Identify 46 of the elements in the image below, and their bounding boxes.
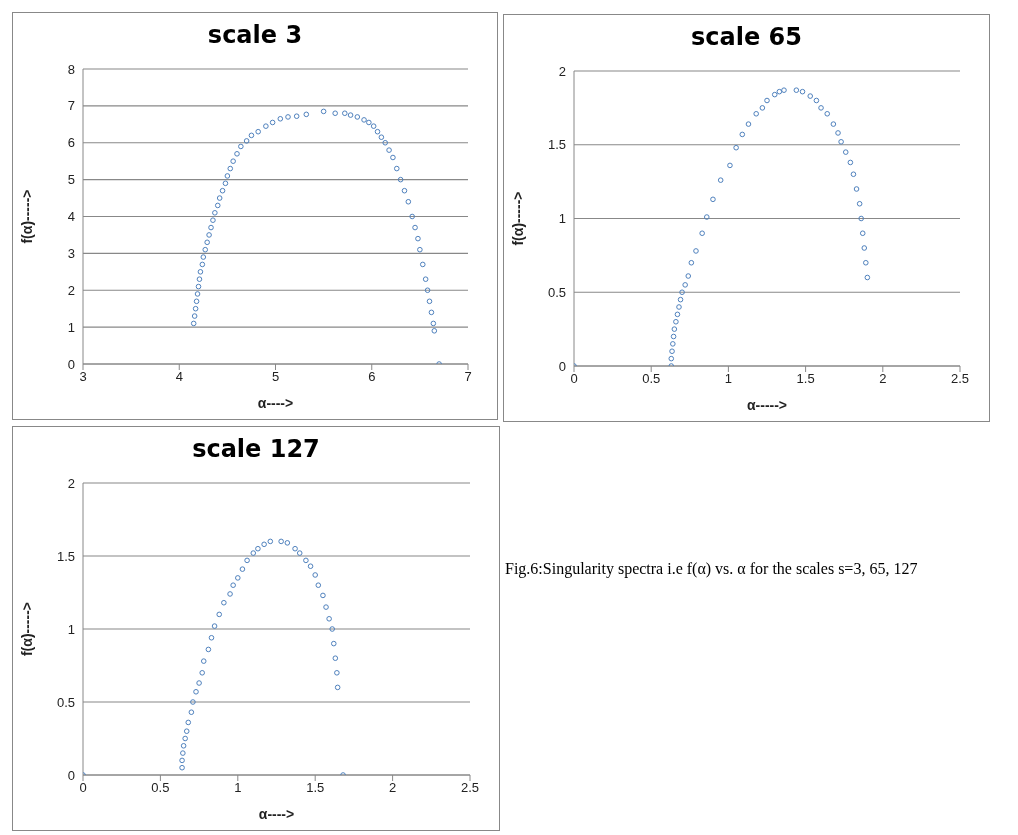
- x-tick-label: 2.5: [950, 371, 970, 387]
- y-tick-label: 3: [67, 245, 75, 261]
- x-axis-title: α---->: [257, 395, 294, 411]
- y-tick-label: 0: [558, 358, 566, 374]
- y-tick-label: 5: [67, 172, 75, 188]
- x-tick-label: 4: [175, 369, 183, 385]
- x-tick-label: 0.5: [642, 371, 661, 387]
- y-tick-label: 1: [67, 621, 75, 637]
- chart-title: scale 3: [206, 21, 304, 51]
- x-tick-label: 5: [271, 369, 280, 385]
- y-tick-label: 7: [67, 98, 75, 114]
- x-tick-label: 0.5: [151, 780, 170, 796]
- y-tick-label: 1: [558, 211, 566, 227]
- x-tick-label: 0: [570, 371, 578, 387]
- y-tick-label: 0.5: [56, 694, 75, 710]
- y-tick-label: 1: [67, 319, 75, 335]
- y-tick-label: 4: [67, 209, 75, 225]
- x-axis-title: α---->: [258, 806, 295, 822]
- x-tick-label: 7: [464, 369, 472, 385]
- chart-title: scale 65: [690, 23, 803, 53]
- y-tick-label: 6: [67, 135, 75, 151]
- x-tick-label: 2: [388, 780, 397, 796]
- y-axis-title: f(α)----->: [509, 191, 526, 246]
- y-tick-label: 2: [67, 282, 75, 298]
- y-tick-label: 0: [67, 767, 75, 783]
- chart-title: scale 127: [191, 435, 321, 465]
- y-axis-title: f(α)----->: [18, 189, 35, 244]
- y-tick-label: 0: [67, 356, 75, 372]
- y-tick-label: 1.5: [56, 548, 75, 564]
- caption: Fig.6:Singularity spectra i.e f(α) vs. α for the scales s=3, 65, 127: [505, 560, 919, 578]
- y-tick-label: 0.5: [547, 284, 566, 300]
- y-tick-label: 2: [67, 475, 75, 491]
- x-tick-label: 3: [79, 369, 87, 385]
- x-axis-title: α----->: [746, 397, 788, 413]
- x-tick-label: 0: [79, 780, 87, 796]
- x-tick-label: 1: [234, 780, 242, 796]
- y-tick-label: 2: [558, 63, 566, 79]
- x-tick-label: 1.5: [796, 371, 815, 387]
- x-tick-label: 2: [879, 371, 887, 387]
- x-tick-label: 1.5: [306, 780, 325, 796]
- x-tick-label: 6: [368, 369, 376, 385]
- y-tick-label: 1.5: [547, 137, 566, 153]
- x-tick-label: 2.5: [460, 780, 480, 796]
- x-tick-label: 1: [724, 371, 733, 387]
- y-tick-label: 8: [67, 61, 75, 77]
- y-axis-title: f(α)----->: [18, 601, 35, 657]
